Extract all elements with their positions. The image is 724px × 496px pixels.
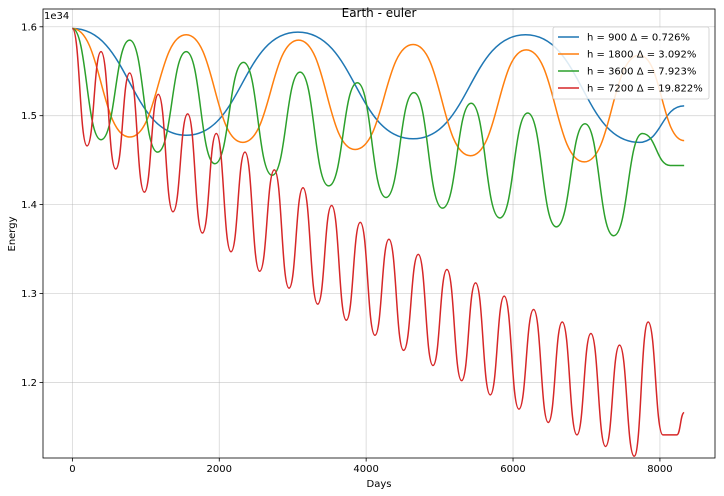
x-tick-label: 4000 (353, 464, 378, 475)
y-tick-label: 1.2 (21, 378, 37, 389)
legend: h = 900 Δ = 0.726% h = 1800 Δ = 3.092% h =… (552, 26, 710, 100)
legend-label-2: h = 1800 Δ = 3.092% (587, 50, 696, 61)
series-lines (71, 27, 685, 457)
series-line-1 (72, 27, 685, 144)
y-axis-label: Energy (7, 216, 18, 251)
legend-label-1: h = 900 Δ = 0.726% (587, 33, 690, 44)
x-tick-label: 8000 (647, 464, 672, 475)
y-tick-label: 1.6 (21, 22, 37, 33)
y-tick-label: 1.4 (21, 200, 37, 211)
y-tick-label: 1.3 (21, 289, 37, 300)
legend-label-4: h = 7200 Δ = 19.822% (587, 84, 703, 95)
x-tick-label: 6000 (500, 464, 525, 475)
chart-title: Earth - euler (342, 6, 417, 20)
plot-frame (42, 8, 716, 459)
y-tick-label: 1.5 (21, 111, 37, 122)
axis-ticks: 0 2000 4000 6000 8000 1.2 1.3 1.4 1.5 1.6 (21, 22, 673, 475)
legend-box (552, 26, 710, 100)
series-line-3 (72, 27, 685, 237)
series-line-2 (72, 27, 685, 163)
y-offset-label: 1e34 (44, 11, 69, 22)
x-axis-label: Days (367, 479, 392, 490)
x-tick-label: 2000 (207, 464, 232, 475)
series-line-4 (71, 27, 685, 457)
legend-label-3: h = 3600 Δ = 7.923% (587, 67, 696, 78)
x-tick-label: 0 (69, 464, 75, 475)
